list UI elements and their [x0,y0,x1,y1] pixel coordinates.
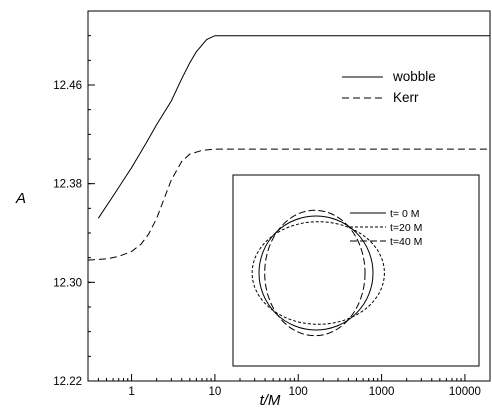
main-legend: wobble Kerr [342,69,436,105]
main-series-group [87,35,490,261]
y-axis-ticks: 12.22 12.30 12.38 12.46 [53,10,95,388]
series-line-wobble [97,35,490,219]
inset-shape-1 [251,221,385,325]
legend-label-kerr: Kerr [393,90,419,105]
x-tick-label: 10000 [449,386,481,398]
x-axis-ticks: 1 10 100 1000 10000 [87,374,491,398]
y-tick-label: 12.46 [53,80,82,92]
inset-legend-label-t0: t= 0 M [390,208,419,220]
inset-shape-0 [258,215,374,331]
x-tick-label: 10 [209,386,222,398]
inset-frame [232,174,480,367]
y-tick-label: 12.30 [53,277,82,289]
inset-legend-label-t20: t=20 M [390,222,422,234]
x-tick-label: 1000 [369,386,395,398]
main-plot-frame [87,10,491,382]
y-tick-label: 12.22 [53,376,82,388]
y-axis-title: A [15,190,26,207]
x-axis-title: t/M [260,392,281,409]
series-line-kerr [87,148,490,261]
inset-panel: t= 0 M t=20 M t=40 M [232,174,480,367]
inset-shape-2 [264,209,366,337]
inset-shapes-group [251,209,385,337]
legend-label-wobble: wobble [392,69,436,84]
x-tick-label: 1 [128,386,134,398]
y-tick-label: 12.38 [53,179,82,191]
inset-legend-label-t40: t=40 M [390,236,422,248]
inset-legend: t= 0 M t=20 M t=40 M [350,208,422,248]
x-tick-label: 100 [289,386,308,398]
